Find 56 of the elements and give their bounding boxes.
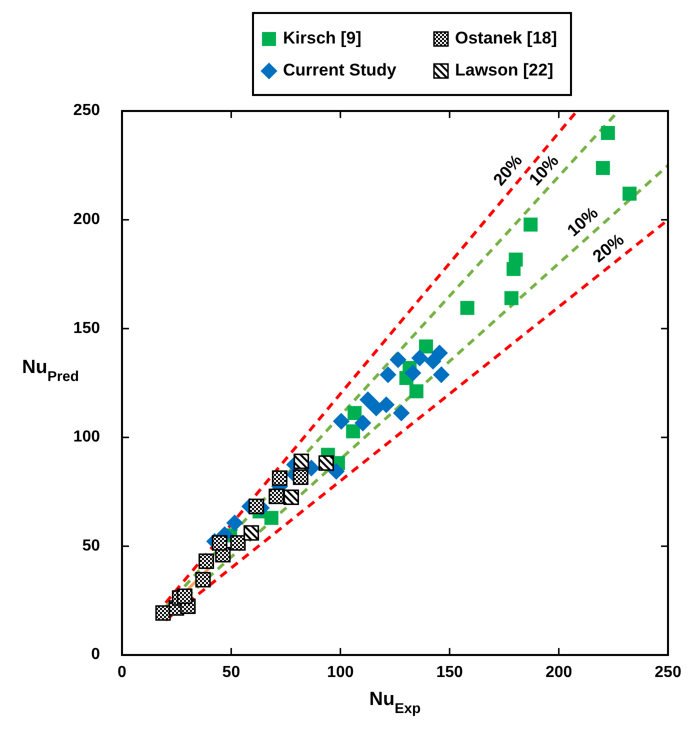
x-tick-label: 100 bbox=[327, 664, 354, 681]
x-tick-label: 0 bbox=[118, 664, 127, 681]
point bbox=[419, 339, 434, 354]
point bbox=[506, 262, 521, 276]
point bbox=[176, 588, 192, 604]
point bbox=[460, 300, 474, 315]
point bbox=[292, 469, 308, 485]
point bbox=[380, 366, 396, 384]
point bbox=[294, 454, 310, 470]
y-tick-label: 200 bbox=[73, 211, 100, 228]
point bbox=[504, 291, 518, 306]
legend-label: Ostanek [18] bbox=[455, 28, 558, 48]
point bbox=[354, 414, 372, 432]
point bbox=[404, 364, 422, 382]
point bbox=[332, 412, 350, 430]
point bbox=[268, 488, 284, 504]
y-tick-label: 100 bbox=[73, 428, 100, 446]
point bbox=[411, 350, 428, 366]
point bbox=[348, 406, 362, 420]
x-axis-title: Nu$_{Exp}$ bbox=[369, 689, 422, 717]
legend-label: Lawson [22] bbox=[455, 60, 554, 80]
point bbox=[244, 525, 260, 541]
y-tick-label: 150 bbox=[73, 320, 100, 337]
point bbox=[272, 470, 288, 486]
point bbox=[346, 424, 360, 438]
x-tick-label: 50 bbox=[222, 664, 240, 681]
point bbox=[248, 498, 264, 514]
point bbox=[195, 572, 211, 588]
y-tick-label: 250 bbox=[73, 102, 100, 120]
point bbox=[600, 126, 615, 140]
point bbox=[230, 535, 246, 551]
legend-label: Kirsch [9] bbox=[283, 28, 362, 48]
point bbox=[622, 186, 637, 201]
x-tick-label: 250 bbox=[654, 664, 682, 681]
point bbox=[264, 510, 278, 525]
point bbox=[378, 396, 395, 414]
point bbox=[284, 489, 300, 505]
point bbox=[390, 351, 406, 368]
point bbox=[226, 514, 244, 532]
point bbox=[198, 553, 214, 569]
point bbox=[392, 404, 410, 422]
point bbox=[360, 391, 376, 408]
y-tick-label: 0 bbox=[91, 646, 100, 664]
point bbox=[524, 218, 538, 232]
y-tick-label: 50 bbox=[82, 537, 100, 554]
point bbox=[424, 352, 442, 370]
x-tick-label: 200 bbox=[545, 664, 572, 681]
point bbox=[318, 455, 334, 471]
x-tick-label: 150 bbox=[436, 664, 464, 681]
point bbox=[155, 605, 171, 621]
y-axis-title: Nu$_{Pred}$ bbox=[22, 357, 80, 385]
point bbox=[212, 535, 228, 551]
point bbox=[432, 366, 450, 384]
point bbox=[596, 161, 610, 176]
legend-label: Current Study bbox=[283, 60, 397, 80]
point bbox=[409, 384, 424, 398]
